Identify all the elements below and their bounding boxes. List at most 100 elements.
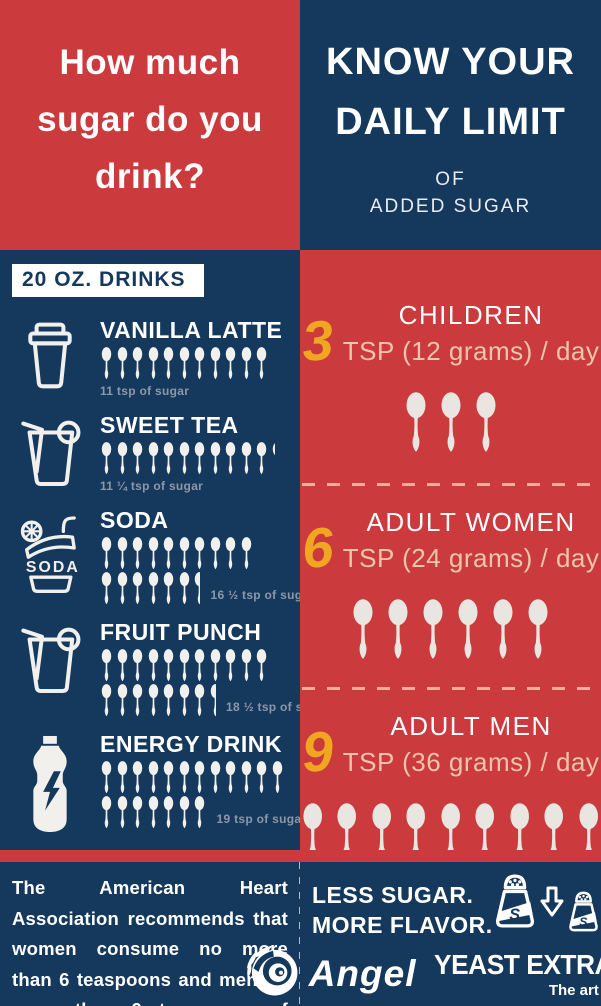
limit-group-adult-women: 6 ADULT WOMEN TSP (24 grams) / day — [299, 486, 601, 687]
spoon-icon — [148, 761, 158, 794]
shaker-medium: S — [567, 890, 600, 938]
aha-recommendation-text: The American Heart Association recommend… — [12, 877, 288, 1006]
drink-row: VANILLA LATTE 11 tsp of sugar — [12, 317, 292, 400]
drink-name: SWEET TEA — [100, 412, 239, 438]
spoon-icon — [163, 796, 174, 829]
drink-name: FRUIT PUNCH — [100, 619, 262, 645]
drink-icon-box — [12, 619, 88, 719]
spoon-icon — [194, 649, 205, 682]
spoon-icon — [132, 442, 143, 475]
limit-title: KNOW YOUR DAILY LIMIT — [300, 0, 601, 152]
spoon-icon — [117, 796, 127, 829]
drink-caption: 11 ¼ tsp of sugar — [100, 479, 204, 493]
limit-group-adult-men: 9 ADULT MEN TSP (36 grams) / day — [299, 690, 601, 866]
svg-text:SODA: SODA — [26, 559, 80, 576]
spoon-icon — [458, 599, 478, 659]
spoon-icon — [194, 442, 205, 475]
spoon-icon — [210, 347, 220, 380]
spoon-icon — [132, 537, 143, 570]
spoon-icon — [163, 684, 174, 717]
brand-taglines: LESS SUGAR. MORE FLAVOR. — [312, 880, 493, 940]
drink-icon-box: SODA — [12, 507, 88, 607]
sugar-shaker-icon: S — [568, 891, 598, 932]
drink-glass-icon — [21, 420, 81, 486]
shaker-large: S — [493, 872, 537, 935]
limit-text: ADULT MEN TSP (36 grams) / day — [343, 711, 600, 778]
drink-icon-box — [12, 412, 88, 495]
spoon-icon — [163, 572, 174, 605]
drink-content: SWEET TEA 11 ¼ tsp of sugar — [100, 412, 292, 495]
spoon-icon-partial — [209, 684, 216, 718]
drink-caption: 19 tsp of sugar — [216, 812, 307, 826]
spoon-icon — [117, 649, 127, 682]
brand-division: YEAST EXTRACT — [434, 948, 601, 980]
spoon-icon — [163, 537, 174, 570]
spoon-icon — [256, 442, 267, 475]
spoon-icon — [179, 684, 189, 717]
drink-row: ENERGY DRINK 19 tsp of sugar — [12, 731, 306, 833]
spoon-icon — [241, 347, 251, 380]
limits-list: 3 CHILDREN TSP (12 grams) / day 6 ADULT WOME… — [299, 250, 601, 866]
spoon-icon — [388, 599, 408, 659]
spoon-icon — [117, 537, 127, 570]
spoon-icon — [179, 761, 189, 794]
spoon-icon — [210, 684, 216, 717]
header-left: How much sugar do you drink? — [0, 0, 300, 250]
spoon-icon — [493, 599, 513, 659]
red-divider-bar — [0, 850, 601, 862]
spoon-icon — [476, 392, 495, 452]
spoon-icon — [528, 599, 548, 659]
spoon-row — [100, 649, 330, 683]
spoon-icon — [117, 684, 127, 717]
limit-group-children: 3 CHILDREN TSP (12 grams) / day — [299, 250, 601, 483]
latte-cup-icon — [28, 322, 72, 389]
spoon-icon — [101, 442, 112, 475]
drink-content: ENERGY DRINK 19 tsp of sugar — [100, 731, 306, 833]
shaker-arrow-1 — [540, 886, 564, 923]
drink-content: SODA 16 ½ tsp of sugar — [100, 507, 314, 607]
limit-head: 9 ADULT MEN TSP (36 grams) / day — [299, 711, 601, 784]
header-right: KNOW YOUR DAILY LIMIT OF ADDED SUGAR — [300, 0, 601, 250]
drink-content: VANILLA LATTE 11 tsp of sugar — [100, 317, 292, 400]
spoon-icon — [441, 392, 460, 452]
spoon-icon — [163, 442, 174, 475]
spoon-icon — [225, 347, 236, 380]
spoon-icon — [163, 761, 174, 794]
spoon-icon — [101, 537, 112, 570]
spoon-icon — [241, 649, 251, 682]
limit-subtitle-line1: OF — [435, 169, 466, 190]
footer-brand: LESS SUGAR. MORE FLAVOR. SSS Ang — [246, 862, 601, 1006]
spoon-icon — [194, 684, 205, 717]
spoon-icon — [179, 442, 189, 475]
spoon-icon — [272, 443, 275, 456]
spoon-icon — [148, 347, 158, 380]
limit-detail: TSP (36 grams) / day — [342, 747, 600, 777]
spoon-icon — [194, 796, 205, 829]
spoon-icon — [163, 347, 174, 380]
spoon-icon — [148, 684, 158, 717]
spoon-icon — [210, 649, 220, 682]
brand-name: Angel — [308, 952, 417, 994]
spoon-icon — [194, 761, 205, 794]
limits-section: 3 CHILDREN TSP (12 grams) / day 6 ADULT WOME… — [299, 250, 601, 863]
limit-group-label: ADULT WOMEN — [366, 507, 576, 537]
spoon-row: 18 ½ tsp of sugar — [100, 684, 330, 718]
drink-caption: 11 tsp of sugar — [100, 384, 190, 398]
drinks-list: VANILLA LATTE 11 tsp of sugar SWEET TEA 11 … — [12, 317, 329, 833]
question-title-line2: sugar do you — [37, 100, 263, 139]
spoon-icon — [272, 761, 282, 794]
limit-subtitle: OF ADDED SUGAR — [300, 166, 601, 220]
spoon-icon — [225, 442, 236, 475]
spoon-row: 16 ½ tsp of sugar — [100, 572, 314, 606]
spoon-icon — [353, 599, 373, 659]
drink-name: VANILLA LATTE — [100, 317, 283, 343]
svg-text:S: S — [509, 906, 520, 924]
spoon-icon — [256, 649, 267, 682]
spoon-icon — [132, 761, 143, 794]
spoon-icon — [210, 761, 220, 794]
drinks-size-badge: 20 OZ. DRINKS — [12, 264, 204, 297]
spoon-icon — [117, 761, 127, 794]
spoon-icon — [101, 347, 112, 380]
footer-brand-top: LESS SUGAR. MORE FLAVOR. SSS — [312, 868, 598, 940]
